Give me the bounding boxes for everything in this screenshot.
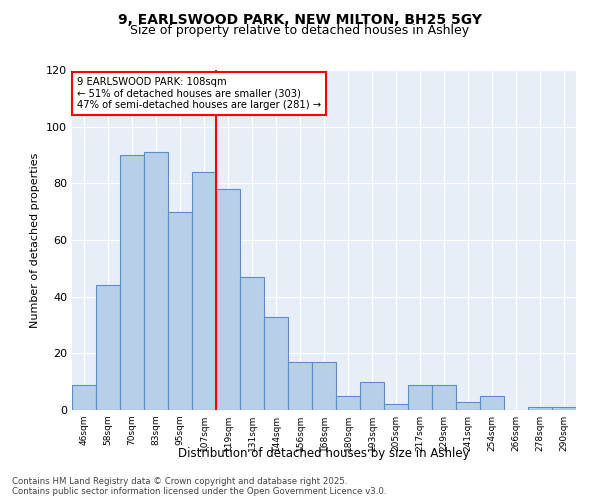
- Bar: [96, 286, 120, 410]
- Bar: [168, 212, 192, 410]
- Bar: [336, 396, 360, 410]
- Bar: [72, 384, 96, 410]
- Text: Contains public sector information licensed under the Open Government Licence v3: Contains public sector information licen…: [12, 488, 386, 496]
- Bar: [288, 362, 312, 410]
- Bar: [192, 172, 216, 410]
- Bar: [528, 407, 552, 410]
- Bar: [552, 407, 576, 410]
- Bar: [432, 384, 456, 410]
- Text: Distribution of detached houses by size in Ashley: Distribution of detached houses by size …: [178, 448, 470, 460]
- Text: 9, EARLSWOOD PARK, NEW MILTON, BH25 5GY: 9, EARLSWOOD PARK, NEW MILTON, BH25 5GY: [118, 12, 482, 26]
- Text: Contains HM Land Registry data © Crown copyright and database right 2025.: Contains HM Land Registry data © Crown c…: [12, 478, 347, 486]
- Bar: [384, 404, 408, 410]
- Bar: [216, 189, 240, 410]
- Y-axis label: Number of detached properties: Number of detached properties: [31, 152, 40, 328]
- Bar: [480, 396, 504, 410]
- Bar: [240, 277, 264, 410]
- Text: 9 EARLSWOOD PARK: 108sqm
← 51% of detached houses are smaller (303)
47% of semi-: 9 EARLSWOOD PARK: 108sqm ← 51% of detach…: [77, 77, 321, 110]
- Bar: [360, 382, 384, 410]
- Text: Size of property relative to detached houses in Ashley: Size of property relative to detached ho…: [130, 24, 470, 37]
- Bar: [456, 402, 480, 410]
- Bar: [312, 362, 336, 410]
- Bar: [408, 384, 432, 410]
- Bar: [144, 152, 168, 410]
- Bar: [120, 155, 144, 410]
- Bar: [264, 316, 288, 410]
